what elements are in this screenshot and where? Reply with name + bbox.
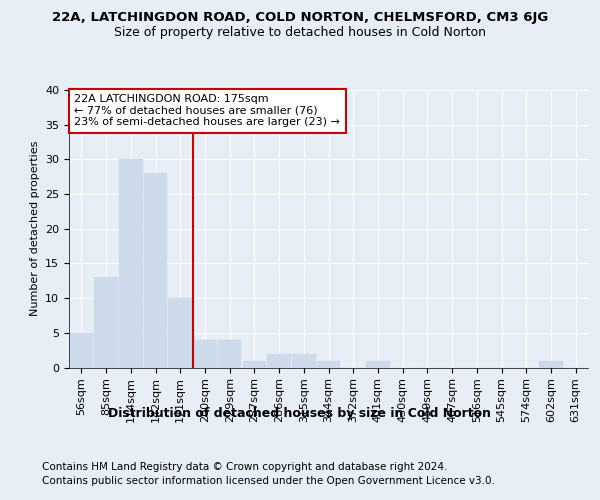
Bar: [242, 360, 266, 368]
Bar: [193, 340, 217, 367]
Text: Contains HM Land Registry data © Crown copyright and database right 2024.: Contains HM Land Registry data © Crown c…: [42, 462, 448, 472]
Bar: [218, 340, 241, 367]
Bar: [70, 333, 93, 368]
Text: Size of property relative to detached houses in Cold Norton: Size of property relative to detached ho…: [114, 26, 486, 39]
Bar: [366, 360, 389, 368]
Bar: [94, 278, 118, 368]
Bar: [119, 160, 143, 368]
Text: Contains public sector information licensed under the Open Government Licence v3: Contains public sector information licen…: [42, 476, 495, 486]
Text: Distribution of detached houses by size in Cold Norton: Distribution of detached houses by size …: [109, 408, 491, 420]
Bar: [268, 354, 291, 368]
Y-axis label: Number of detached properties: Number of detached properties: [29, 141, 40, 316]
Text: 22A LATCHINGDON ROAD: 175sqm
← 77% of detached houses are smaller (76)
23% of se: 22A LATCHINGDON ROAD: 175sqm ← 77% of de…: [74, 94, 340, 128]
Bar: [539, 360, 563, 368]
Bar: [169, 298, 192, 368]
Bar: [144, 173, 167, 368]
Bar: [292, 354, 316, 368]
Bar: [317, 360, 340, 368]
Text: 22A, LATCHINGDON ROAD, COLD NORTON, CHELMSFORD, CM3 6JG: 22A, LATCHINGDON ROAD, COLD NORTON, CHEL…: [52, 11, 548, 24]
